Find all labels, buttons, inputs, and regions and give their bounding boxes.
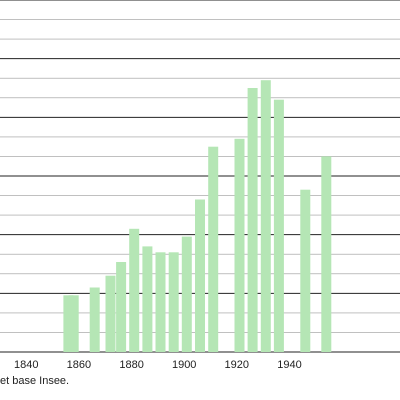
bar-1936 [273,99,284,352]
bar-1886 [142,246,153,352]
bar-1901 [181,236,192,352]
bars [63,80,332,352]
x-tick-label-1880: 1880 [119,359,143,371]
x-tick-label-1860: 1860 [67,359,91,371]
x-tick-labels: 1840 1860 1880 1900 1920 1940 [14,359,302,371]
source-note: et base Insee. [0,375,70,387]
bar-1954 [321,156,332,352]
bar-1911 [208,146,219,352]
x-tick-label-1920: 1920 [225,359,249,371]
bar-1926 [247,88,258,352]
bar-1896 [168,252,179,352]
bar-1946 [300,189,311,352]
x-tick-label-1900: 1900 [172,359,196,371]
bar-1856 [63,295,74,352]
bar-1931 [260,80,271,352]
bar-1881 [129,228,140,352]
x-tick-label-1840: 1840 [14,359,38,371]
x-tick-label-1940: 1940 [277,359,301,371]
bar-1891 [155,252,166,352]
bar-1906 [195,199,205,352]
bar-1858 [68,295,79,352]
bar-1866 [89,287,100,352]
bar-1876 [116,262,127,352]
bar-1921 [234,138,245,352]
bar-1872 [105,275,116,352]
